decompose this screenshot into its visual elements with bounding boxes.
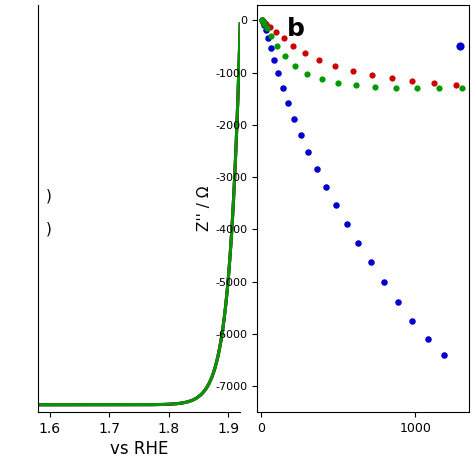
Point <box>280 35 288 42</box>
Point <box>413 84 421 92</box>
Point <box>263 25 271 32</box>
X-axis label: vs RHE: vs RHE <box>110 440 168 458</box>
Point <box>258 17 266 24</box>
Point <box>392 84 400 91</box>
Point <box>355 239 362 246</box>
Point <box>263 20 270 27</box>
Point <box>388 74 395 82</box>
Point <box>409 318 416 325</box>
Point <box>290 115 298 122</box>
Point <box>301 49 309 56</box>
Point <box>440 351 447 359</box>
Y-axis label: Z'' / Ω: Z'' / Ω <box>197 186 212 231</box>
Point <box>259 18 267 26</box>
Point <box>267 32 275 39</box>
Point <box>430 79 438 87</box>
Point <box>456 42 464 49</box>
Point <box>260 18 267 26</box>
Point <box>270 56 278 64</box>
Text: ): ) <box>46 221 52 236</box>
Point <box>258 17 266 24</box>
Point <box>262 26 270 34</box>
Text: b: b <box>287 17 304 41</box>
Point <box>452 81 460 89</box>
Point <box>380 278 388 285</box>
Point <box>313 165 320 173</box>
Point <box>266 23 274 31</box>
Point <box>290 42 297 49</box>
Point <box>318 76 326 83</box>
Point <box>331 62 339 70</box>
Point <box>260 20 268 27</box>
Point <box>315 56 323 64</box>
Point <box>274 69 282 77</box>
Point <box>258 17 266 24</box>
Point <box>458 84 465 92</box>
Point <box>284 99 292 107</box>
Point <box>409 77 416 85</box>
Point <box>424 336 431 343</box>
Point <box>332 201 340 209</box>
Point <box>352 82 360 89</box>
Point <box>260 21 268 29</box>
Point <box>259 18 266 25</box>
Point <box>273 42 281 49</box>
Point <box>281 52 289 60</box>
Point <box>368 72 375 79</box>
Point <box>349 67 356 75</box>
Point <box>372 83 379 91</box>
Point <box>267 44 274 51</box>
Point <box>367 258 374 265</box>
Point <box>343 220 351 228</box>
Point <box>264 34 272 41</box>
Point <box>436 84 443 92</box>
Point <box>394 298 401 305</box>
Point <box>303 70 311 78</box>
Point <box>279 84 286 91</box>
Point <box>297 131 304 139</box>
Text: ): ) <box>46 188 52 203</box>
Point <box>272 28 280 36</box>
Point <box>305 148 312 155</box>
Point <box>322 183 330 191</box>
Point <box>291 62 299 70</box>
Point <box>334 79 342 87</box>
